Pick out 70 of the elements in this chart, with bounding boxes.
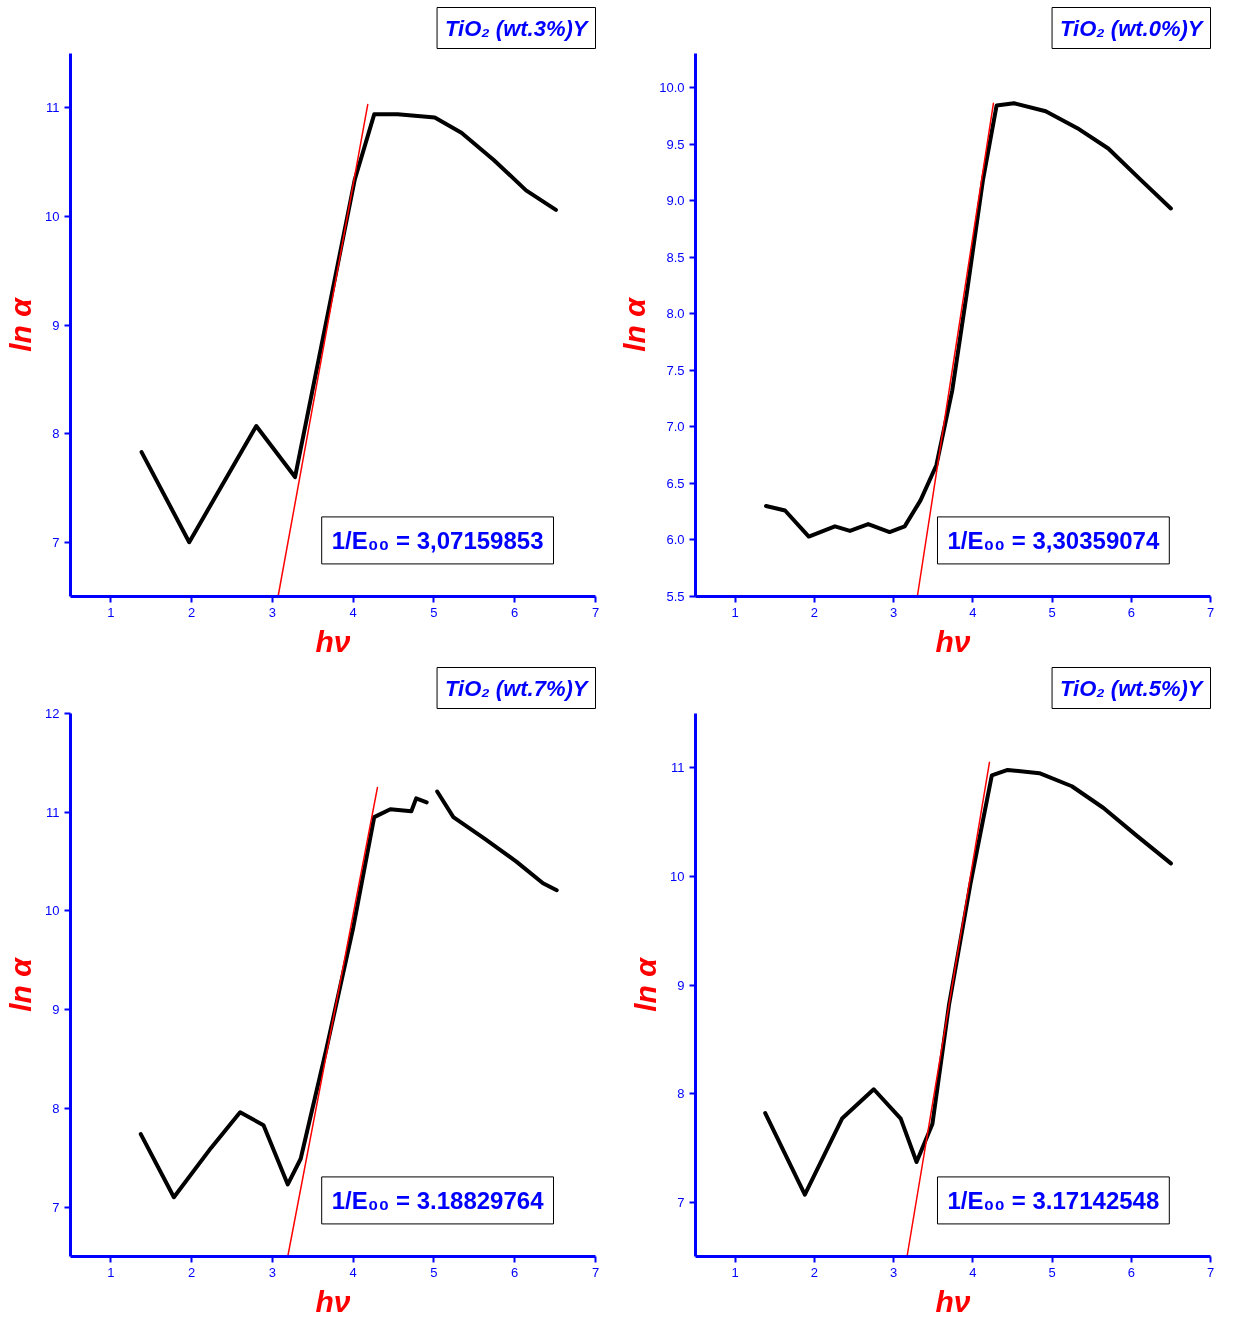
x-tick-label: 5 xyxy=(430,1264,438,1280)
x-axis-title: hν xyxy=(315,624,351,658)
y-tick-label: 10 xyxy=(45,903,60,919)
x-tick-label: 1 xyxy=(731,604,739,620)
y-tick-label: 9 xyxy=(52,1002,60,1018)
x-tick-label: 4 xyxy=(969,1264,977,1280)
chart-title: TiO₂ (wt.3%)Y xyxy=(445,15,590,41)
y-tick-label: 11 xyxy=(671,760,685,776)
x-axis-title: hν xyxy=(935,1284,971,1318)
annotation: 1/E₀₀ = 3,07159853 xyxy=(331,526,544,554)
y-tick-label: 9 xyxy=(677,977,685,993)
x-tick-label: 2 xyxy=(810,1264,818,1280)
x-tick-label: 6 xyxy=(511,1264,519,1280)
y-tick-label: 11 xyxy=(46,804,60,820)
x-tick-label: 4 xyxy=(349,604,357,620)
x-tick-label: 1 xyxy=(107,1264,115,1280)
y-tick-label: 7 xyxy=(52,1199,60,1215)
y-tick-label: 8.0 xyxy=(666,306,685,322)
y-tick-label: 7 xyxy=(677,1194,685,1210)
x-tick-label: 6 xyxy=(1127,1264,1135,1280)
y-tick-label: 8.5 xyxy=(666,249,685,265)
y-tick-label: 9.5 xyxy=(666,136,685,152)
x-tick-label: 1 xyxy=(731,1264,739,1280)
y-axis-title: ln α xyxy=(4,296,38,352)
y-tick-label: 8 xyxy=(677,1086,685,1102)
x-tick-label: 5 xyxy=(430,604,438,620)
x-tick-label: 3 xyxy=(268,1264,277,1280)
y-axis-title: ln α xyxy=(618,296,652,352)
x-tick-label: 7 xyxy=(591,604,600,620)
y-axis-title: ln α xyxy=(4,956,38,1012)
x-tick-label: 6 xyxy=(1127,604,1135,620)
x-tick-label: 2 xyxy=(188,1264,196,1280)
y-tick-label: 8 xyxy=(52,1100,60,1116)
x-tick-label: 3 xyxy=(268,604,277,620)
annotation: 1/E₀₀ = 3.17142548 xyxy=(947,1186,1160,1214)
x-tick-label: 6 xyxy=(511,604,519,620)
x-tick-label: 1 xyxy=(107,604,115,620)
y-tick-label: 8 xyxy=(52,426,60,442)
x-tick-label: 3 xyxy=(889,1264,898,1280)
x-tick-label: 5 xyxy=(1048,604,1056,620)
x-tick-label: 7 xyxy=(1206,604,1215,620)
y-tick-label: 10 xyxy=(670,868,685,884)
annotation: 1/E₀₀ = 3.18829764 xyxy=(331,1186,545,1214)
y-tick-label: 7 xyxy=(52,534,60,550)
y-tick-label: 10.0 xyxy=(659,79,685,95)
x-tick-label: 2 xyxy=(188,604,196,620)
x-tick-label: 7 xyxy=(591,1264,600,1280)
x-tick-label: 4 xyxy=(969,604,977,620)
chart-title: TiO₂ (wt.0%)Y xyxy=(1060,15,1205,41)
x-tick-label: 3 xyxy=(889,604,898,620)
y-tick-label: 9 xyxy=(52,317,60,333)
y-axis-title: ln α xyxy=(629,956,663,1012)
y-tick-label: 7.0 xyxy=(666,419,685,435)
x-axis-title: hν xyxy=(315,1284,351,1318)
y-tick-label: 11 xyxy=(46,100,60,116)
chart-title: TiO₂ (wt.7%)Y xyxy=(445,675,590,701)
y-tick-label: 9.0 xyxy=(666,193,685,209)
y-tick-label: 6.0 xyxy=(666,532,685,548)
y-tick-label: 6.5 xyxy=(666,475,685,491)
x-tick-label: 4 xyxy=(349,1264,357,1280)
annotation: 1/E₀₀ = 3,30359074 xyxy=(947,526,1160,554)
x-axis-title: hν xyxy=(935,624,971,658)
x-tick-label: 7 xyxy=(1206,1264,1215,1280)
chart-title: TiO₂ (wt.5%)Y xyxy=(1060,675,1205,701)
y-tick-label: 10 xyxy=(45,208,60,224)
y-tick-label: 7.5 xyxy=(666,362,685,378)
y-tick-label: 5.5 xyxy=(666,589,685,604)
x-tick-label: 2 xyxy=(810,604,818,620)
x-tick-label: 5 xyxy=(1048,1264,1056,1280)
y-tick-label: 12 xyxy=(45,706,60,721)
